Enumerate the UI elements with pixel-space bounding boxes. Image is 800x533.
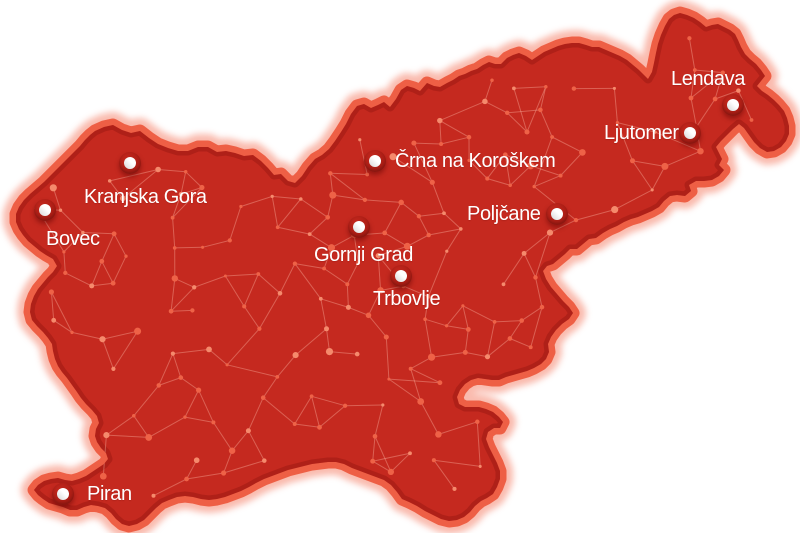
map-inner-shadow: [16, 13, 789, 526]
city-marker-ljutomer[interactable]: [679, 122, 701, 144]
city-marker-poljcane[interactable]: [546, 203, 568, 225]
city-label-kranjska-gora: Kranjska Gora: [84, 186, 207, 208]
city-marker-trbovlje[interactable]: [390, 265, 412, 287]
city-marker-crna-na-koroskem[interactable]: [364, 150, 386, 172]
city-marker-kranjska-gora[interactable]: [119, 152, 141, 174]
city-label-crna-na-koroskem: Črna na Koroškem: [395, 150, 556, 172]
city-label-bovec: Bovec: [46, 228, 100, 250]
city-label-ljutomer: Ljutomer: [604, 122, 679, 144]
city-marker-piran[interactable]: [52, 483, 74, 505]
city-label-piran: Piran: [87, 483, 132, 505]
city-label-poljcane: Poljčane: [467, 203, 541, 225]
city-marker-bovec[interactable]: [34, 199, 56, 221]
city-marker-lendava[interactable]: [722, 94, 744, 116]
city-label-trbovlje: Trbovlje: [373, 288, 441, 310]
network-pattern: [34, 36, 754, 498]
city-label-lendava: Lendava: [671, 68, 745, 90]
city-label-gornji-grad: Gornji Grad: [314, 244, 413, 266]
city-marker-gornji-grad[interactable]: [348, 216, 370, 238]
